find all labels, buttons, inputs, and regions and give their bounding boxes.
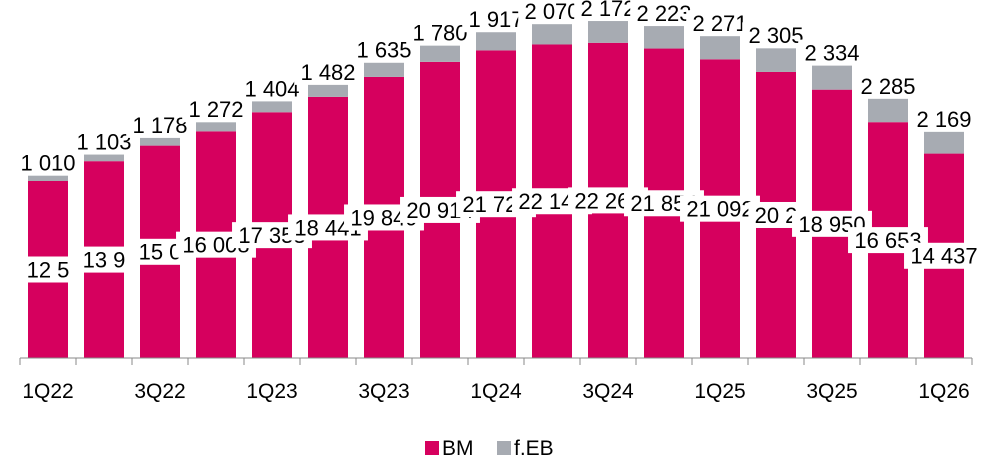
x-tick-label: 3Q25	[806, 380, 857, 403]
x-tick-label: 1Q24	[470, 380, 522, 403]
data-label-bm: 20 2	[755, 203, 798, 228]
data-label-feb-group: 2 305	[742, 22, 810, 49]
x-tick-label: 3Q24	[582, 380, 634, 403]
data-label-bm-background	[904, 242, 984, 269]
data-label-feb: 1 272	[188, 97, 243, 122]
x-tick-label: 3Q22	[134, 380, 185, 403]
x-ticks-layer: 1Q22 3Q22 1Q23 3Q23 1Q24 3Q24 1Q25 3Q25 1Q26	[19, 358, 973, 403]
data-label-bm-group: 14 437	[904, 242, 984, 269]
data-label-feb: 1 780	[412, 21, 467, 46]
data-label-feb: 2 172	[580, 0, 635, 21]
data-label-bm-background	[680, 195, 760, 222]
data-label-bm-group: 13 9	[76, 246, 132, 273]
data-label-feb: 1 482	[300, 60, 355, 85]
x-tick-label: 1Q22	[22, 380, 73, 403]
data-label-feb: 2 070	[524, 0, 579, 24]
data-label-bm: 14 437	[910, 244, 977, 269]
data-label-bm: 21 092	[686, 197, 753, 222]
data-label-bm: 15 0	[139, 240, 182, 265]
data-label-bm: 12 5	[27, 257, 70, 282]
legend-label: f.EB	[514, 437, 554, 460]
x-tick-label: 1Q23	[246, 380, 297, 403]
data-label-feb-group: 1 780	[406, 19, 474, 46]
data-label-feb: 2 285	[860, 74, 915, 99]
data-label-bm-group: 12 5	[20, 256, 76, 283]
data-label-feb-background	[574, 0, 642, 22]
legend-swatch-0	[425, 441, 439, 455]
data-label-bm-background	[20, 256, 76, 283]
x-tick-label: 3Q23	[358, 380, 409, 403]
data-label-feb: 1 103	[76, 129, 131, 154]
data-label-feb-group: 1 635	[350, 36, 418, 63]
data-label-feb-group: 2 285	[854, 72, 922, 99]
data-label-feb-background	[854, 72, 922, 99]
legend-label: BM	[442, 437, 474, 460]
data-label-feb: 2 223	[636, 1, 691, 26]
data-label-feb: 2 271	[692, 11, 747, 36]
data-label-feb: 1 010	[20, 151, 75, 176]
data-label-feb: 2 305	[748, 23, 803, 48]
data-label-feb-group: 1 482	[294, 58, 362, 85]
data-label-feb-group: 2 172	[574, 0, 642, 22]
data-label-feb-background	[910, 105, 978, 132]
data-label-feb-group: 1 178	[126, 111, 194, 138]
data-label-feb-group: 2 169	[910, 105, 978, 132]
data-label-feb-group: 2 334	[798, 39, 866, 66]
data-label-feb-background	[294, 58, 362, 85]
data-label-feb: 1 917	[468, 7, 523, 32]
data-label-feb: 1 178	[132, 113, 187, 138]
data-label-feb: 2 169	[916, 107, 971, 132]
data-label-feb: 1 404	[244, 76, 299, 101]
data-label-bm-background	[76, 246, 132, 273]
data-label-feb: 2 334	[804, 41, 859, 66]
legend-swatch-1	[497, 441, 511, 455]
x-tick-label: 1Q26	[918, 380, 969, 403]
data-label-bm: 13 9	[83, 248, 126, 273]
data-label-bm-group: 21 092	[680, 195, 760, 222]
legend: BM f.EB	[425, 437, 554, 460]
data-label-feb: 1 635	[356, 38, 411, 63]
x-tick-label: 1Q25	[694, 380, 745, 403]
data-label-feb-background	[798, 39, 866, 66]
